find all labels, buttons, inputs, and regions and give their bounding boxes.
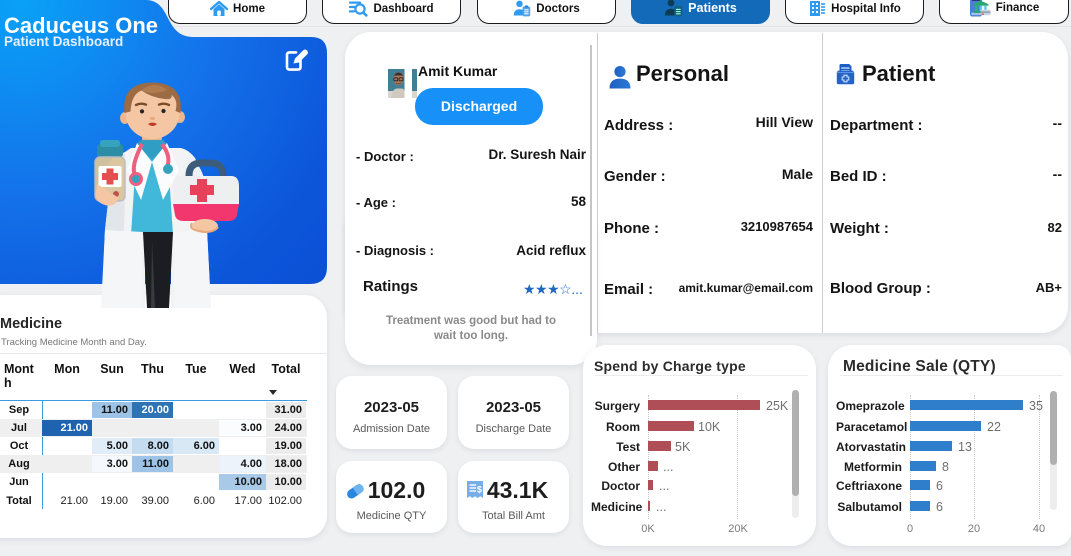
svg-text:$: $ (477, 485, 482, 495)
